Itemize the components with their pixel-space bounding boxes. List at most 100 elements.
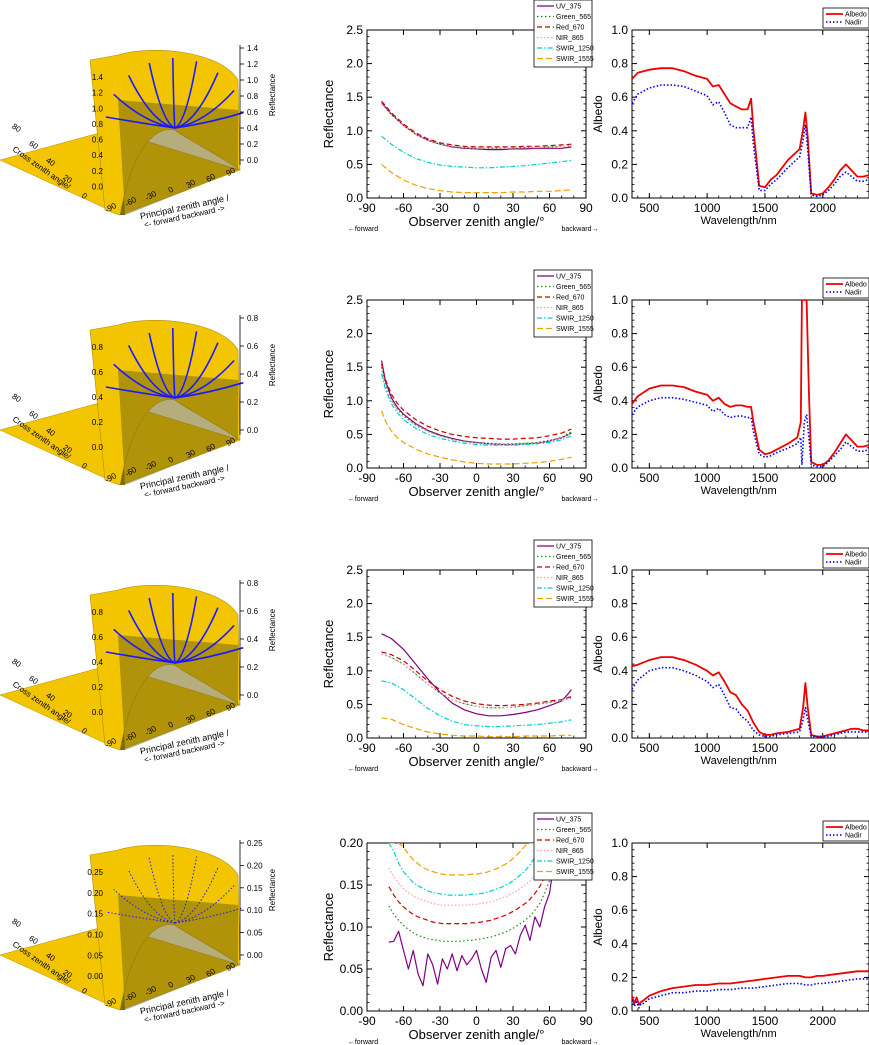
legend-box — [533, 812, 593, 881]
x-axis-direction-backward: backward→ — [562, 226, 599, 233]
cross-tick-label: 80 — [10, 392, 23, 405]
z-tick-label: 1.2 — [247, 60, 259, 69]
x-tick-label: 30 — [506, 1014, 520, 1028]
legend-label: UV_375 — [556, 274, 581, 281]
series-line-nadir — [632, 84, 869, 198]
y-tick-label: 0.8 — [611, 327, 628, 341]
y-tick-label: 2.5 — [346, 293, 363, 307]
series-line-nir-865 — [381, 653, 572, 709]
y-tick-label: 0.0 — [611, 1004, 628, 1018]
y-tick-label: 0.6 — [611, 903, 628, 917]
series-line-green-565 — [381, 367, 572, 445]
inner-tick-label: 0.2 — [92, 683, 104, 692]
y-tick-label: 2.0 — [346, 327, 363, 341]
series-line-green-565 — [388, 843, 565, 942]
legend-label: SWIR_1250 — [556, 586, 594, 593]
legend-box — [822, 7, 869, 29]
y-axis-label: Albedo — [591, 908, 605, 946]
z-tick-label: 0.2 — [247, 663, 259, 672]
x-axis-direction-backward: backward→ — [562, 766, 599, 773]
inner-tick-label: 0.0 — [92, 708, 104, 717]
legend-box — [533, 269, 593, 338]
series-line-albedo — [632, 300, 869, 466]
x-tick-label: -90 — [358, 201, 376, 215]
z-tick-label: 0.05 — [247, 929, 263, 938]
x-tick-label: 60 — [543, 201, 557, 215]
cross-tick-label: 80 — [10, 122, 23, 135]
measurement-ray — [113, 888, 176, 924]
principal-tick-label: 0 — [167, 455, 176, 465]
series-line-uv-375 — [381, 633, 572, 717]
legend-label: SWIR_1555 — [556, 869, 594, 876]
surface-shade — [118, 635, 238, 750]
x-tick-label: 90 — [579, 1014, 593, 1028]
series-line-red-670 — [381, 100, 572, 148]
measurement-ray — [127, 610, 176, 664]
x-axis-direction-forward: ←forward — [348, 1039, 378, 1045]
inner-tick-label: 0.0 — [92, 443, 104, 452]
series-line-nadir — [632, 978, 869, 1009]
x-axis-label: Observer zenith angle/° — [409, 214, 545, 229]
y-tick-label: 0.4 — [611, 664, 628, 678]
y-tick-label: 0.5 — [346, 157, 363, 171]
legend-label: SWIR_1250 — [556, 46, 594, 53]
measurement-ray — [172, 592, 176, 664]
series-line-swir-1555 — [381, 717, 572, 738]
reflectance-chart-1: 0.0 0.5 1.0 1.5 2.0 2.5 -90 -60 -30 0 30 60 90 Observ… — [321, 0, 598, 233]
x-tick-label: -30 — [431, 201, 449, 215]
y-axis-label: Reflectance — [321, 350, 336, 419]
y-tick-label: 0.0 — [346, 191, 363, 205]
series-line-swir-1250 — [381, 135, 572, 169]
y-tick-label: 0.15 — [340, 878, 364, 892]
x-tick-label: 30 — [506, 471, 520, 485]
z-axis-label: Reflectance — [268, 73, 277, 116]
x-axis-label: Observer zenith angle/° — [409, 1027, 545, 1042]
x-tick-label: 1500 — [752, 741, 779, 755]
legend-label: Green_565 — [556, 554, 591, 561]
legend-label: UV_375 — [556, 4, 581, 11]
series-line-swir-1555 — [381, 163, 572, 194]
x-axis-direction-forward: ←forward — [348, 766, 378, 773]
legend-label: Green_565 — [556, 14, 591, 21]
inner-tick-label: 0.00 — [87, 972, 103, 981]
y-tick-label: 0.0 — [611, 731, 628, 745]
inner-tick-label: 0.4 — [92, 658, 104, 667]
measurement-ray — [148, 332, 176, 399]
y-tick-label: 0.6 — [611, 630, 628, 644]
albedo-chart-2: 0.0 0.2 0.4 0.6 0.8 1.0 500 1000 1500 2000 Wavelen… — [591, 277, 869, 497]
x-tick-label: 0 — [473, 201, 480, 215]
inner-tick-label: 0.0 — [92, 182, 104, 191]
y-tick-label: 0.10 — [340, 920, 364, 934]
x-tick-label: 1000 — [694, 741, 721, 755]
principal-tick-label: 0 — [167, 720, 176, 730]
inner-tick-label: 0.4 — [92, 151, 104, 160]
series-line-nadir — [632, 396, 869, 468]
reflectance-chart-3: 0.0 0.5 1.0 1.5 2.0 2.5 -90 -60 -30 0 30 60 90 Observ… — [321, 539, 599, 773]
series-line-red-670 — [381, 651, 572, 707]
legend-label: NIR_865 — [556, 848, 584, 855]
y-tick-label: 0.8 — [611, 597, 628, 611]
series-line-swir-1555 — [388, 843, 565, 876]
legend-label: UV_375 — [556, 544, 581, 551]
x-tick-label: 500 — [639, 471, 659, 485]
measurement-ray — [174, 381, 244, 399]
measurement-ray — [148, 597, 176, 664]
x-tick-label: -60 — [395, 741, 413, 755]
inner-tick-label: 0.15 — [87, 910, 103, 919]
plot-frame — [631, 29, 869, 199]
y-tick-label: 0.8 — [611, 57, 628, 71]
y-tick-label: 2.0 — [346, 57, 363, 71]
x-tick-label: 2000 — [809, 1014, 836, 1028]
measurement-ray — [174, 856, 198, 924]
surface-plot-3: 0.8 0.6 0.4 0.2 0.0 Reflectance 0.8 0.6 0.4 0.2 0.… — [0, 579, 277, 765]
y-axis-label: Albedo — [591, 635, 605, 673]
inner-tick-label: 0.10 — [87, 931, 103, 940]
y-tick-label: 1.0 — [346, 664, 363, 678]
y-axis-label: Reflectance — [321, 893, 336, 962]
surface-plot-4: 0.25 0.20 0.15 0.10 0.05 0.00 Reflectance 0.25 0… — [0, 839, 277, 1025]
series-line-red-670 — [381, 363, 572, 440]
y-tick-label: 0.2 — [611, 970, 628, 984]
legend-label: Nadir — [845, 560, 862, 567]
x-tick-label: -60 — [395, 1014, 413, 1028]
x-tick-label: -90 — [358, 1014, 376, 1028]
